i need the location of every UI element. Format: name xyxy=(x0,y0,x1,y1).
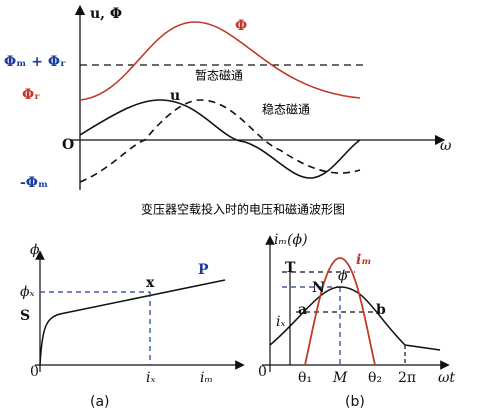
ix-label: iₓ xyxy=(276,314,285,330)
m-label: M xyxy=(332,370,348,386)
phi-x-label: ϕₓ xyxy=(20,284,35,300)
y-axis-label: ϕ xyxy=(30,242,40,258)
x-label: x xyxy=(146,275,155,291)
theta1-label: θ₁ xyxy=(298,370,312,386)
transient-label: 暂态磁通 xyxy=(195,68,243,83)
figure-a xyxy=(35,250,245,372)
u-label: u xyxy=(170,88,180,104)
phi-r-label: Φᵣ xyxy=(22,87,40,103)
steady-label: 稳态磁通 xyxy=(262,102,310,117)
theta2-label: θ₂ xyxy=(368,370,382,386)
magnetization-curve xyxy=(39,279,226,366)
two-pi-label: 2π xyxy=(398,370,416,386)
a-label: a xyxy=(298,302,307,318)
voltage-curve xyxy=(79,99,361,179)
transient-flux-curve xyxy=(79,21,361,101)
x-axis-label: ωt xyxy=(438,370,455,386)
b-label: b xyxy=(376,302,386,318)
t-label: T xyxy=(285,260,296,276)
p-label: P xyxy=(198,262,209,278)
phi-label: ϕ xyxy=(338,268,348,284)
tag: (a) xyxy=(90,394,110,410)
steady-flux-curve xyxy=(79,99,361,183)
origin-label: 0 xyxy=(30,364,39,380)
caption: 变压器空载投入时的电压和磁通波形图 xyxy=(141,202,345,217)
level-label: Φₘ + Φᵣ xyxy=(4,54,66,70)
x-axis-label: ω xyxy=(440,138,452,154)
n-label: N xyxy=(312,280,325,296)
top-diagram xyxy=(70,4,446,190)
current-curve xyxy=(304,257,376,366)
phi-label: Φ xyxy=(235,18,247,34)
figure-b xyxy=(262,235,450,372)
flux-curve xyxy=(269,286,441,351)
im-label: iₘ xyxy=(356,252,372,268)
tag: (b) xyxy=(345,394,365,410)
y-axis-label: iₘ(ϕ) xyxy=(274,232,308,248)
s-label: S xyxy=(20,308,30,324)
y-axis-label: u, Φ xyxy=(90,6,122,22)
origin-label: 0 xyxy=(258,364,267,380)
minus-phi-label: -Φₘ xyxy=(20,175,48,191)
x-axis-label: iₘ xyxy=(200,370,213,386)
ix-label: iₓ xyxy=(146,370,155,386)
origin-label: O xyxy=(62,137,74,153)
